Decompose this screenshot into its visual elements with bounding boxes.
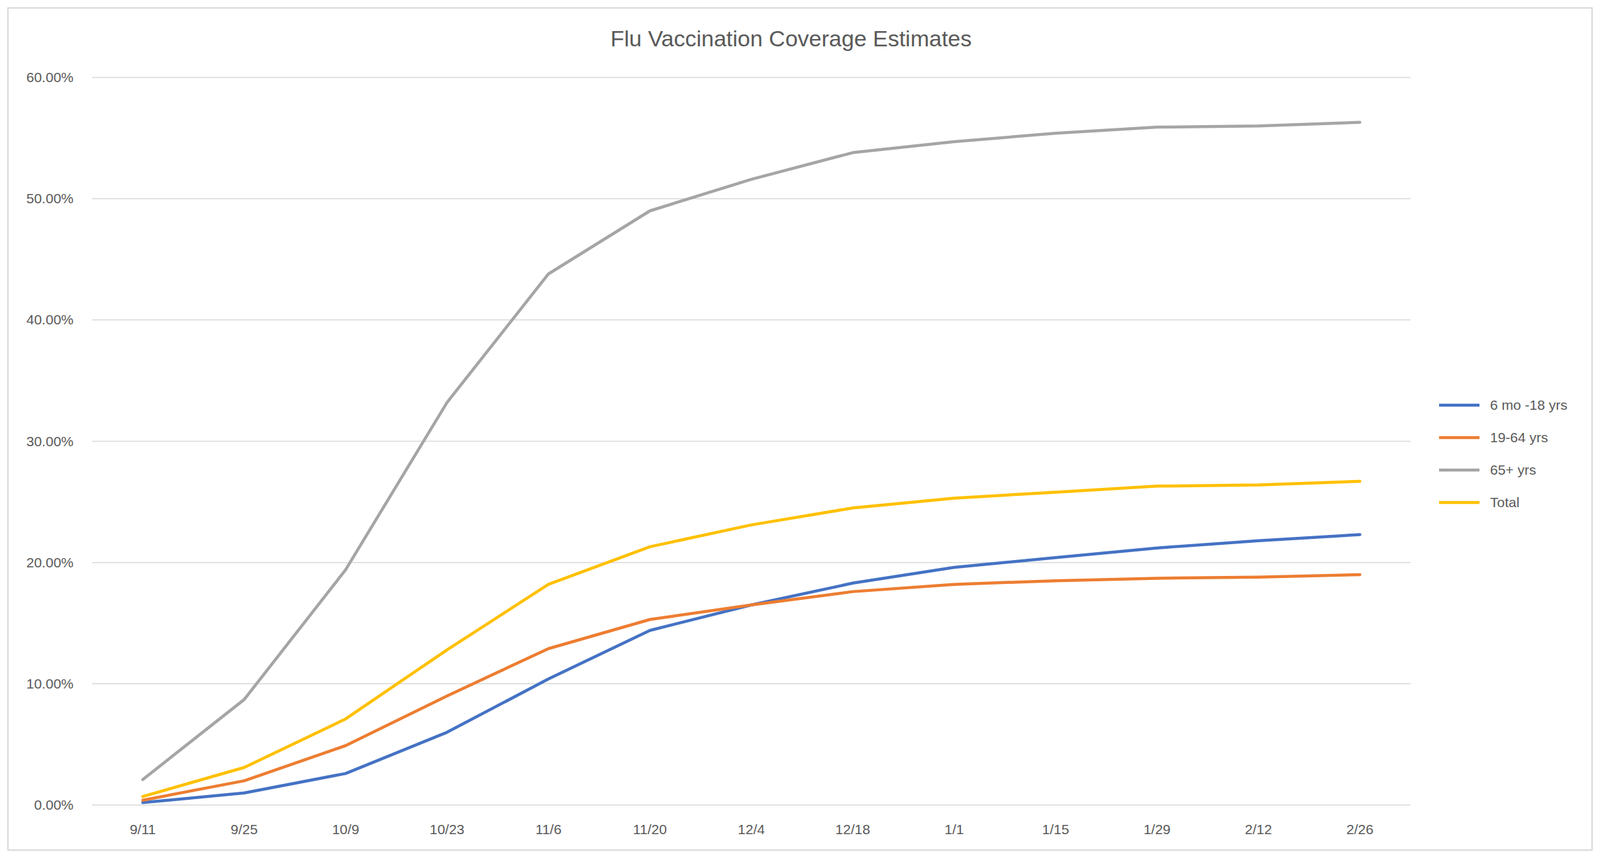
grid-line [92, 319, 1411, 322]
x-tick-label: 1/15 [1042, 821, 1070, 838]
chart-border [7, 7, 1593, 851]
grid-line [92, 441, 1411, 443]
x-tick-label: 11/20 [633, 821, 667, 838]
x-tick-label: 10/9 [331, 821, 359, 838]
x-tick-label: 10/23 [429, 821, 465, 838]
legend-label: 6 mo -18 yrs [1490, 397, 1568, 413]
grid-line [92, 562, 1411, 564]
x-tick-label: 12/4 [737, 821, 765, 838]
legend-swatch [1439, 403, 1480, 408]
chart: Flu Vaccination Coverage Estimates 0.00% 1… [0, 0, 1600, 858]
y-tick-label: 0.00% [33, 797, 74, 813]
y-tick-label: 20.00% [26, 554, 74, 571]
series-line [143, 574, 1361, 801]
legend-swatch [1439, 501, 1480, 505]
y-tick-label: 30.00% [26, 433, 74, 450]
plot-area [143, 122, 1361, 804]
legend-swatch [1439, 468, 1480, 473]
grid-line [92, 76, 1411, 79]
x-tick-label: 1/1 [944, 821, 964, 838]
grid-line [92, 198, 1411, 200]
series-line [143, 535, 1361, 804]
y-tick-label: 60.00% [26, 69, 74, 85]
x-tick-label: 1/29 [1143, 821, 1171, 838]
x-tick-label: 2/26 [1346, 821, 1374, 838]
y-tick-label: 10.00% [26, 676, 74, 692]
legend-label: 19-64 yrs [1490, 429, 1549, 446]
x-tick-label: 9/25 [230, 821, 258, 838]
legend-label: 65+ yrs [1490, 462, 1536, 478]
y-tick-label: 50.00% [26, 190, 74, 206]
grid-line [92, 683, 1411, 685]
x-tick-label: 12/18 [835, 821, 871, 838]
x-tick-label: 2/12 [1245, 821, 1273, 838]
series-line [143, 481, 1361, 797]
grid-line [92, 804, 1411, 806]
legend-label: Total [1490, 494, 1520, 510]
legend-swatch [1439, 436, 1480, 440]
x-tick-label: 9/11 [129, 821, 156, 838]
y-tick-label: 40.00% [26, 311, 74, 328]
title: Flu Vaccination Coverage Estimates [610, 25, 973, 51]
series-line [143, 122, 1361, 781]
x-tick-label: 11/6 [535, 821, 562, 838]
